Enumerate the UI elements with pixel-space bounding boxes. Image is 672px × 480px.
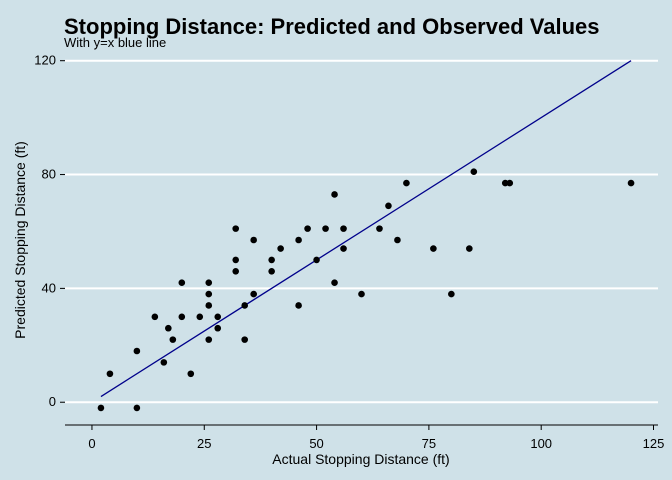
data-point-48 [627,179,635,187]
data-point-29 [295,302,302,309]
data-point-4 [151,313,159,321]
data-point-39 [385,202,392,210]
data-point-20 [232,268,240,275]
data-point-0 [97,404,105,412]
data-point-9 [178,313,186,321]
x-tick-label-100: 100 [530,436,552,451]
data-point-19 [232,256,240,264]
data-point-26 [268,268,275,275]
data-points [97,168,635,412]
y-axis-title: Predicted Stopping Distance (ft) [12,141,28,339]
data-point-15 [205,336,213,343]
data-point-14 [205,302,213,309]
data-point-10 [187,370,195,378]
x-tick-label-125: 125 [643,436,665,451]
data-point-28 [295,236,302,244]
data-point-47 [506,179,514,187]
data-point-35 [340,225,347,232]
data-point-8 [178,279,186,286]
axes: 0 40 80 120 0 25 50 75 100 125 [34,53,664,451]
gridlines [65,59,658,404]
data-point-36 [340,245,347,252]
data-point-23 [250,236,257,244]
data-point-13 [205,290,213,298]
data-point-41 [403,179,410,187]
data-point-5 [160,359,168,366]
y-tick-label-80: 80 [42,167,56,182]
data-point-11 [196,313,204,321]
data-point-21 [241,302,248,309]
data-point-37 [358,290,365,298]
data-point-45 [470,168,478,175]
x-tick-label-75: 75 [422,436,436,451]
y-tick-label-0: 0 [49,394,56,409]
x-tick-label-50: 50 [309,436,323,451]
chart-title: Stopping Distance: Predicted and Observe… [64,14,600,39]
data-point-43 [448,290,455,298]
x-axis-title: Actual Stopping Distance (ft) [272,451,449,467]
data-point-30 [304,225,311,232]
data-point-44 [466,245,473,252]
y-tick-label-40: 40 [42,280,56,295]
x-tick-label-0: 0 [88,436,95,451]
data-point-40 [394,236,401,244]
data-point-17 [214,313,222,321]
data-point-12 [205,279,213,286]
chart-subtitle: With y=x blue line [64,35,167,50]
data-point-2 [133,404,141,412]
data-point-27 [277,245,284,252]
y-tick-label-120: 120 [34,53,56,68]
data-point-34 [331,279,338,286]
data-point-42 [430,245,437,252]
data-point-18 [232,225,240,232]
data-point-25 [268,256,275,264]
data-point-1 [106,370,114,378]
data-point-6 [165,324,172,332]
data-point-31 [313,256,320,264]
data-point-32 [322,225,329,232]
reference-line-group [100,60,632,398]
data-point-22 [241,336,248,343]
x-tick-label-25: 25 [197,436,211,451]
reference-line-y-equals-x [100,60,632,398]
data-point-7 [169,336,177,343]
data-point-38 [376,225,383,232]
data-point-3 [133,347,141,355]
data-point-24 [250,290,257,298]
data-point-16 [214,324,222,332]
data-point-33 [331,191,338,198]
